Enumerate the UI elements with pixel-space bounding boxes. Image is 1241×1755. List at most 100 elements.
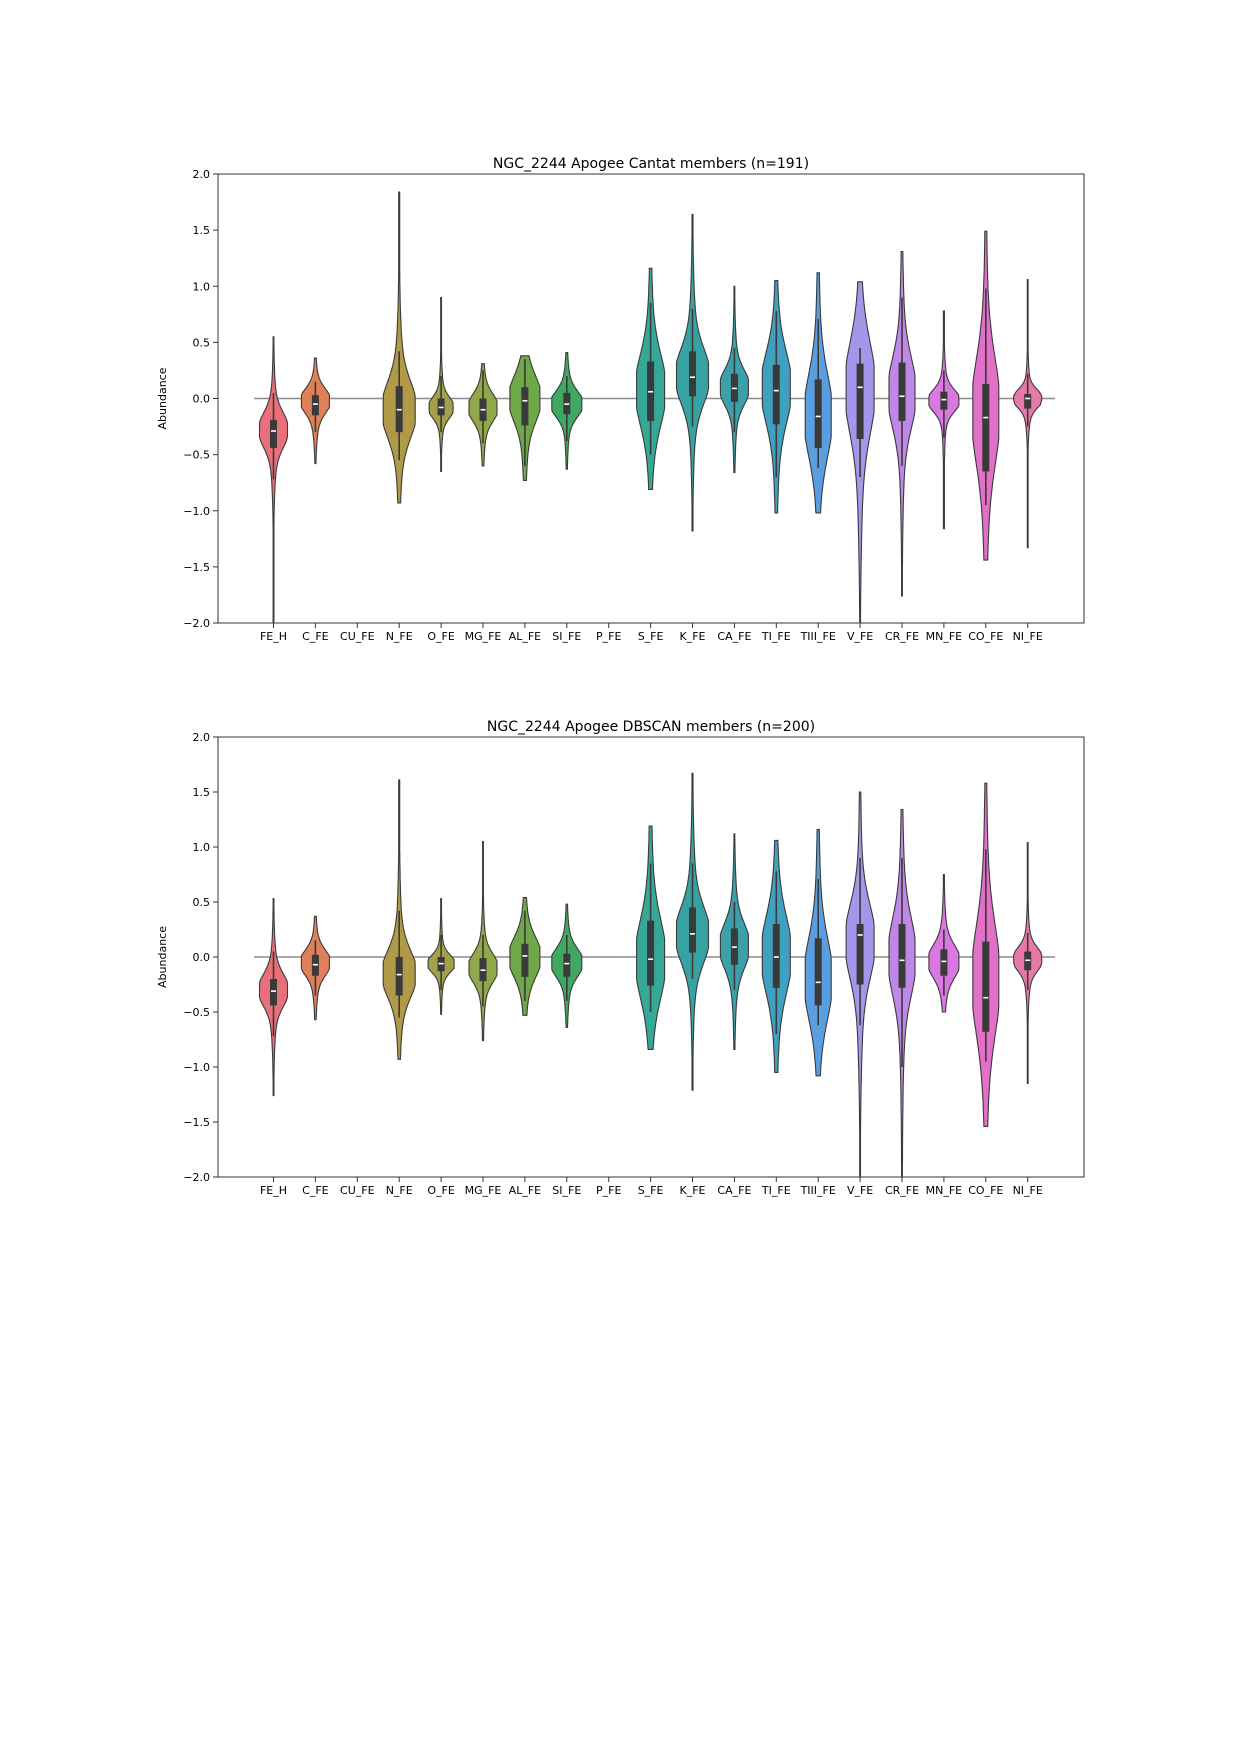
violin-iqr-box bbox=[814, 379, 822, 448]
x-tick-label: V_FE bbox=[847, 630, 873, 643]
y-axis-label: Abundance bbox=[156, 367, 169, 429]
x-tick-label: FE_H bbox=[260, 1184, 287, 1197]
violin-v-fe bbox=[845, 281, 875, 624]
violin-iqr-box bbox=[940, 949, 948, 976]
x-tick-label: CO_FE bbox=[968, 1184, 1003, 1197]
x-tick-label: P_FE bbox=[596, 630, 621, 643]
y-tick-label: 0.5 bbox=[193, 336, 211, 349]
x-tick-label: NI_FE bbox=[1013, 630, 1043, 643]
x-tick-label: CU_FE bbox=[340, 630, 375, 643]
violin-s-fe bbox=[636, 825, 666, 1050]
y-tick-label: −1.0 bbox=[183, 1061, 210, 1074]
x-tick-label: TI_FE bbox=[761, 1184, 791, 1197]
violin-iqr-box bbox=[982, 941, 990, 1032]
violin-iqr-box bbox=[395, 957, 403, 996]
x-tick-label: CU_FE bbox=[340, 1184, 375, 1197]
violin-co-fe bbox=[972, 782, 1000, 1127]
violin-si-fe bbox=[551, 351, 583, 470]
x-tick-label: K_FE bbox=[680, 630, 706, 643]
x-tick-label: CO_FE bbox=[968, 630, 1003, 643]
x-tick-label: MG_FE bbox=[465, 1184, 502, 1197]
violin-mg-fe bbox=[468, 363, 498, 467]
x-tick-label: CR_FE bbox=[885, 630, 919, 643]
violin-iqr-box bbox=[563, 953, 571, 977]
violin-iqr-box bbox=[1024, 394, 1032, 409]
violin-c-fe bbox=[300, 915, 330, 1021]
x-tick-label: K_FE bbox=[680, 1184, 706, 1197]
violin-iqr-box bbox=[772, 364, 780, 425]
violin-ca-fe bbox=[719, 833, 749, 1050]
x-tick-label: O_FE bbox=[427, 1184, 454, 1197]
x-tick-label: TIII_FE bbox=[800, 1184, 836, 1197]
x-tick-label: N_FE bbox=[386, 1184, 413, 1197]
y-tick-label: 1.5 bbox=[193, 786, 211, 799]
y-tick-label: −0.5 bbox=[183, 1006, 210, 1019]
x-tick-label: SI_FE bbox=[552, 1184, 581, 1197]
violin-ca-fe bbox=[719, 285, 749, 474]
y-tick-label: −1.5 bbox=[183, 1116, 210, 1129]
chart-title: NGC_2244 Apogee Cantat members (n=191) bbox=[493, 156, 809, 172]
y-axis-label: Abundance bbox=[156, 926, 169, 988]
x-tick-label: C_FE bbox=[302, 1184, 329, 1197]
chart-panel-1: NGC_2244 Apogee Cantat members (n=191) Ab… bbox=[156, 156, 1085, 643]
y-tick-label: 0.0 bbox=[193, 393, 211, 406]
violin-iqr-box bbox=[940, 391, 948, 410]
y-tick-label: 0.5 bbox=[193, 896, 211, 909]
y-tick-label: 0.0 bbox=[193, 951, 211, 964]
x-tick-label: V_FE bbox=[847, 1184, 873, 1197]
violin-iqr-box bbox=[856, 924, 864, 985]
x-tick-label: AL_FE bbox=[509, 1184, 541, 1197]
x-tick-label: O_FE bbox=[427, 630, 454, 643]
violin-k-fe bbox=[675, 772, 710, 1091]
violin-iqr-box bbox=[898, 362, 906, 421]
violin-tiii-fe bbox=[804, 828, 832, 1077]
violin-iqr-box bbox=[647, 920, 655, 986]
violin-co-fe bbox=[972, 230, 1000, 561]
x-tick-label: CR_FE bbox=[885, 1184, 919, 1197]
x-tick-label: AL_FE bbox=[509, 630, 541, 643]
y-tick-label: −1.5 bbox=[183, 561, 210, 574]
violin-n-fe bbox=[382, 191, 416, 504]
violin-iqr-box bbox=[982, 383, 990, 472]
violin-ti-fe bbox=[761, 280, 791, 514]
violin-cr-fe bbox=[888, 809, 916, 1178]
x-tick-label: P_FE bbox=[596, 1184, 621, 1197]
violin-body bbox=[258, 336, 289, 624]
chart-panel-2: NGC_2244 Apogee DBSCAN members (n=200) Ab… bbox=[156, 719, 1085, 1197]
x-tick-label: FE_H bbox=[260, 630, 287, 643]
violin-fe-h bbox=[258, 336, 289, 624]
y-tick-label: 1.0 bbox=[193, 841, 211, 854]
violin-iqr-box bbox=[856, 363, 864, 439]
y-tick-label: 1.5 bbox=[193, 224, 211, 237]
violin-mn-fe bbox=[928, 310, 960, 530]
violin-ti-fe bbox=[761, 839, 791, 1074]
violin-iqr-box bbox=[689, 907, 696, 953]
x-tick-label: N_FE bbox=[386, 630, 413, 643]
violin-ni-fe bbox=[1013, 278, 1043, 549]
violin-v-fe bbox=[845, 791, 875, 1178]
x-tick-label: CA_FE bbox=[717, 630, 751, 643]
chart-title: NGC_2244 Apogee DBSCAN members (n=200) bbox=[487, 719, 815, 735]
x-tick-label: C_FE bbox=[302, 630, 329, 643]
x-tick-label: NI_FE bbox=[1013, 1184, 1043, 1197]
violin-fe-h bbox=[258, 898, 289, 1097]
violin-iqr-box bbox=[814, 938, 822, 1006]
violin-mn-fe bbox=[928, 873, 960, 1013]
violin-al-fe bbox=[509, 897, 541, 1016]
y-tick-label: 2.0 bbox=[193, 168, 211, 181]
violin-iqr-box bbox=[689, 351, 696, 397]
x-tick-label: SI_FE bbox=[552, 630, 581, 643]
violin-iqr-box bbox=[311, 395, 319, 416]
x-tick-label: MG_FE bbox=[465, 630, 502, 643]
violin-iqr-box bbox=[521, 943, 529, 977]
y-tick-label: −2.0 bbox=[183, 1171, 210, 1184]
y-tick-label: −1.0 bbox=[183, 505, 210, 518]
violin-si-fe bbox=[551, 903, 583, 1028]
violin-o-fe bbox=[428, 296, 454, 473]
violin-iqr-box bbox=[270, 979, 277, 1006]
violin-iqr-box bbox=[521, 387, 529, 426]
y-tick-label: 1.0 bbox=[193, 280, 211, 293]
x-tick-label: TIII_FE bbox=[800, 630, 836, 643]
violin-iqr-box bbox=[898, 924, 906, 988]
